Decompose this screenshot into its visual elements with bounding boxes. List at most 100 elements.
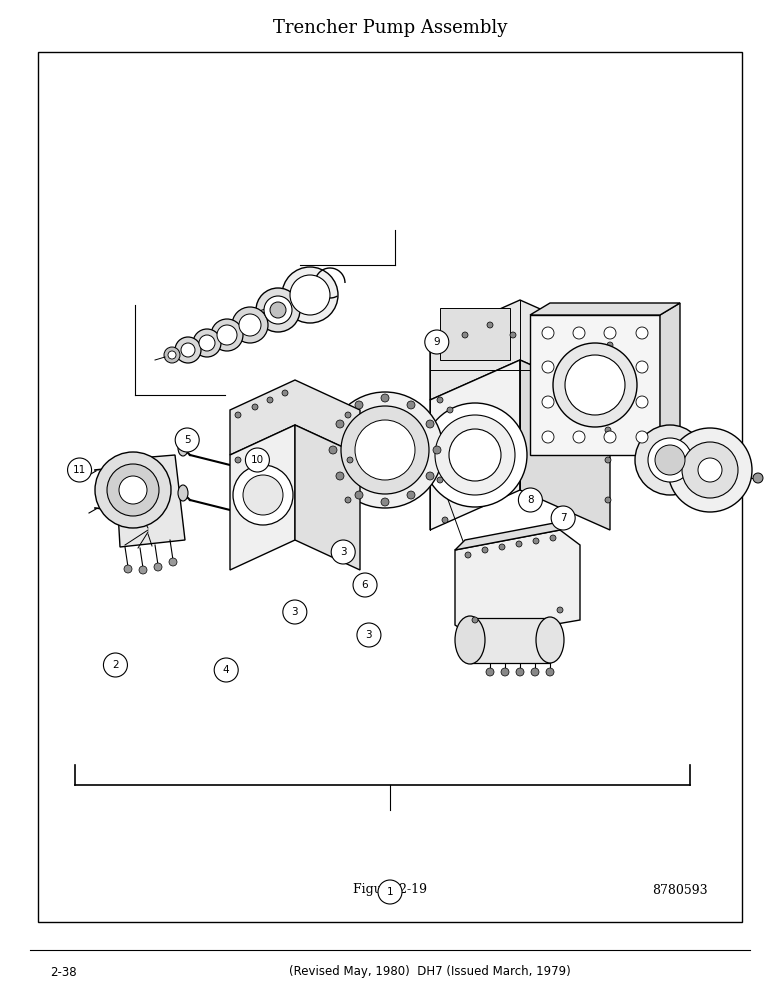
Circle shape (355, 420, 415, 480)
Circle shape (655, 445, 685, 475)
Circle shape (753, 473, 763, 483)
Circle shape (329, 446, 337, 454)
Circle shape (437, 477, 443, 483)
Circle shape (472, 617, 478, 623)
Bar (38, 52, 742, 922)
Circle shape (264, 296, 292, 324)
Circle shape (551, 506, 575, 530)
Text: 11: 11 (73, 465, 86, 475)
Circle shape (345, 497, 351, 503)
Circle shape (347, 457, 353, 463)
Bar (470, 618, 550, 663)
Circle shape (332, 540, 355, 564)
Circle shape (95, 452, 171, 528)
Circle shape (381, 498, 389, 506)
Circle shape (487, 322, 493, 328)
Circle shape (482, 547, 488, 553)
Text: 10: 10 (251, 455, 264, 465)
Circle shape (636, 361, 648, 373)
Text: 8780593: 8780593 (652, 884, 707, 896)
Polygon shape (455, 530, 580, 638)
Text: 4: 4 (223, 665, 229, 675)
Circle shape (283, 600, 307, 624)
Circle shape (510, 332, 516, 338)
Circle shape (199, 335, 215, 351)
Circle shape (381, 394, 389, 402)
Circle shape (168, 351, 176, 359)
Text: 3: 3 (366, 630, 372, 640)
Circle shape (282, 390, 288, 396)
Circle shape (378, 880, 402, 904)
Circle shape (175, 337, 201, 363)
Circle shape (636, 396, 648, 408)
Ellipse shape (455, 616, 485, 664)
Ellipse shape (536, 617, 564, 663)
Circle shape (336, 420, 344, 428)
Polygon shape (115, 455, 185, 547)
Circle shape (193, 329, 221, 357)
Polygon shape (295, 425, 360, 570)
Circle shape (119, 476, 147, 504)
Circle shape (605, 367, 611, 373)
Ellipse shape (178, 440, 188, 456)
Text: 5: 5 (184, 435, 190, 445)
Polygon shape (230, 380, 360, 455)
Circle shape (668, 428, 752, 512)
Polygon shape (530, 303, 680, 315)
Circle shape (243, 475, 283, 515)
Circle shape (426, 420, 434, 428)
Circle shape (355, 491, 363, 499)
Circle shape (107, 464, 159, 516)
Text: 8: 8 (527, 495, 534, 505)
Ellipse shape (178, 485, 188, 501)
Circle shape (139, 566, 147, 574)
Circle shape (282, 267, 338, 323)
Circle shape (215, 658, 238, 682)
Circle shape (164, 347, 180, 363)
Circle shape (176, 428, 199, 452)
Circle shape (433, 446, 441, 454)
Circle shape (290, 275, 330, 315)
Polygon shape (230, 425, 295, 570)
Circle shape (605, 497, 611, 503)
Polygon shape (455, 520, 570, 550)
Circle shape (557, 607, 563, 613)
Circle shape (407, 491, 415, 499)
FancyBboxPatch shape (440, 308, 510, 360)
Polygon shape (660, 303, 680, 455)
Circle shape (426, 472, 434, 480)
Circle shape (636, 327, 648, 339)
Text: 2-38: 2-38 (50, 966, 76, 978)
Circle shape (516, 668, 524, 676)
Polygon shape (430, 300, 610, 400)
Circle shape (486, 668, 494, 676)
Circle shape (235, 412, 241, 418)
Circle shape (154, 563, 162, 571)
Circle shape (353, 573, 377, 597)
Circle shape (542, 396, 554, 408)
Text: 3: 3 (340, 547, 346, 557)
Circle shape (68, 458, 91, 482)
Circle shape (447, 407, 453, 413)
Text: Trencher Pump Assembly: Trencher Pump Assembly (273, 19, 507, 37)
Circle shape (542, 361, 554, 373)
Circle shape (550, 535, 556, 541)
Circle shape (357, 623, 381, 647)
Text: 2: 2 (112, 660, 119, 670)
Circle shape (336, 472, 344, 480)
Circle shape (501, 668, 509, 676)
Circle shape (104, 653, 127, 677)
Circle shape (252, 404, 258, 410)
Circle shape (246, 448, 269, 472)
Text: 7: 7 (560, 513, 566, 523)
Circle shape (553, 343, 637, 427)
Circle shape (341, 406, 429, 494)
Circle shape (181, 343, 195, 357)
Text: (Revised May, 1980)  DH7 (Issued March, 1979): (Revised May, 1980) DH7 (Issued March, 1… (289, 966, 571, 978)
Text: Figure 2-19: Figure 2-19 (353, 884, 427, 896)
Circle shape (519, 488, 542, 512)
Circle shape (355, 401, 363, 409)
Circle shape (542, 431, 554, 443)
Circle shape (327, 392, 443, 508)
Circle shape (607, 342, 613, 348)
